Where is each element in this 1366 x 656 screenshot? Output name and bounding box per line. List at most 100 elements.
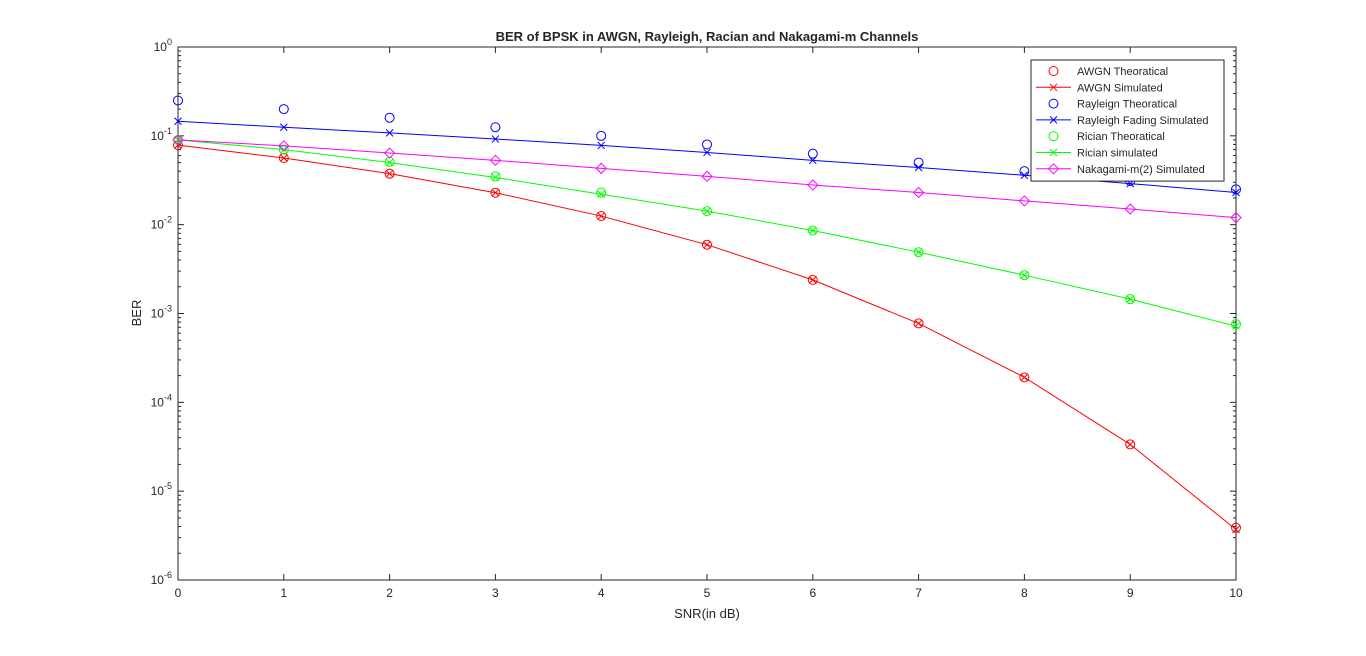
data-point: [596, 187, 607, 198]
legend-label: AWGN Simulated: [1077, 82, 1163, 94]
data-point: [385, 169, 394, 178]
data-point: [1020, 271, 1029, 280]
data-point: [807, 274, 818, 285]
data-point: [914, 248, 923, 257]
data-point: [1232, 525, 1240, 534]
legend-label: Rician Theoratical: [1077, 131, 1165, 143]
data-point: [1125, 294, 1136, 305]
legend-label: Rayleigh Fading Simulated: [1077, 115, 1208, 127]
data-point: [385, 129, 394, 137]
legend-marker: [1047, 163, 1060, 175]
data-point: [491, 188, 500, 197]
data-point: [1232, 322, 1240, 331]
data-point: [489, 154, 502, 167]
legend-entry: Rayleigh Fading Simulated: [1036, 115, 1208, 127]
data-point: [172, 134, 184, 146]
legend-entry: Rician Theoratical: [1048, 131, 1165, 143]
x-tick-label: 10: [1229, 586, 1243, 600]
data-point: [1231, 522, 1241, 533]
chart-title: BER of BPSK in AWGN, Rayleigh, Racian an…: [496, 29, 919, 44]
data-point: [597, 212, 606, 220]
y-tick-label: 10-5: [151, 481, 172, 498]
data-point: [702, 239, 712, 250]
x-tick-label: 5: [704, 586, 711, 600]
data-point: [596, 211, 607, 222]
data-point: [807, 225, 818, 236]
legend-marker: [1048, 66, 1059, 76]
data-point: [173, 140, 183, 151]
series-line: [177, 139, 1237, 219]
data-point: [1230, 211, 1242, 224]
y-axis-label: BER: [129, 300, 144, 327]
legend-marker: [1048, 98, 1059, 109]
data-point: [279, 154, 288, 162]
data-point: [174, 117, 182, 126]
data-point: [173, 95, 183, 106]
series-1: [174, 141, 1240, 534]
x-tick-label: 0: [175, 586, 182, 600]
y-tick-label: 100: [154, 37, 172, 54]
data-point: [808, 156, 817, 165]
data-point: [808, 276, 817, 284]
data-point: [383, 147, 396, 159]
legend-entry: Rayleign Theoratical: [1048, 98, 1177, 111]
data-point: [491, 135, 500, 143]
legend-label: Rayleign Theoratical: [1077, 99, 1177, 111]
legend-entry: Nakagami-m(2) Simulated: [1036, 163, 1205, 176]
data-point: [597, 190, 606, 199]
x-tick-label: 6: [809, 586, 816, 600]
data-point: [385, 158, 394, 167]
data-point: [490, 187, 501, 198]
x-tick-label: 3: [492, 586, 499, 600]
data-point: [1020, 373, 1029, 382]
legend-marker: [1049, 83, 1058, 92]
data-point: [1124, 203, 1136, 215]
data-point: [1231, 319, 1241, 330]
legend-label: AWGN Theoratical: [1077, 66, 1168, 78]
data-point: [701, 170, 713, 183]
y-tick-label: 10-1: [151, 126, 172, 143]
x-tick-label: 9: [1127, 586, 1134, 600]
y-tick-label: 10-3: [151, 304, 172, 321]
data-point: [384, 168, 395, 179]
data-point: [702, 139, 712, 150]
data-point: [913, 318, 924, 329]
series-5: [174, 136, 1240, 331]
data-point: [1018, 195, 1031, 207]
legend-entry: AWGN Simulated: [1036, 82, 1163, 94]
series-0: [173, 140, 1241, 533]
data-point: [807, 148, 818, 159]
data-point: [384, 112, 395, 123]
data-point: [912, 186, 925, 199]
data-point: [597, 141, 606, 150]
x-axis-label: SNR(in dB): [674, 606, 740, 621]
data-point: [1125, 439, 1136, 450]
data-point: [807, 179, 819, 191]
x-tick-label: 2: [386, 586, 393, 600]
data-point: [1232, 188, 1240, 197]
data-point: [808, 226, 817, 235]
data-point: [1126, 295, 1135, 304]
data-point: [914, 319, 923, 328]
data-point: [1231, 184, 1241, 195]
x-tick-label: 7: [915, 586, 922, 600]
series-layer: [172, 95, 1242, 534]
data-point: [279, 145, 288, 154]
series-4: [173, 134, 1241, 330]
legend-label: Nakagami-m(2) Simulated: [1077, 164, 1205, 176]
legend-marker: [1049, 148, 1058, 157]
data-point: [490, 122, 501, 133]
data-point: [703, 148, 711, 157]
x-tick-label: 8: [1021, 586, 1028, 600]
data-point: [1019, 372, 1030, 383]
data-point: [595, 162, 607, 175]
data-point: [279, 123, 288, 132]
data-point: [702, 206, 712, 217]
data-point: [596, 130, 607, 141]
legend: AWGN Theoratical AWGN Simulated Rayleign T…: [1030, 59, 1225, 182]
data-point: [278, 140, 290, 152]
series-6: [172, 134, 1242, 224]
data-point: [1019, 270, 1030, 281]
